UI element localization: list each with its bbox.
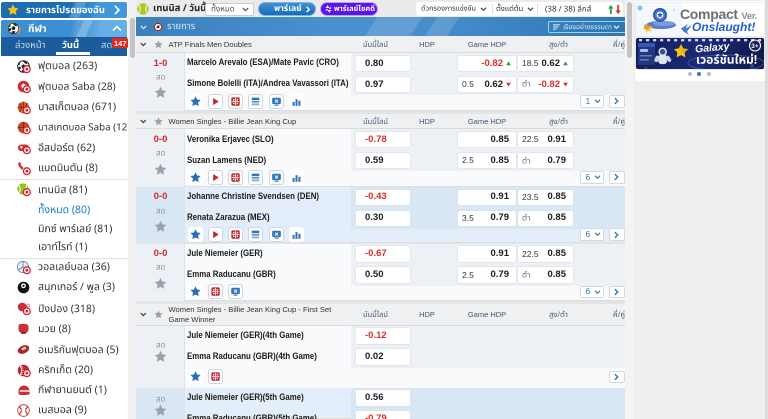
svg-text:3+: 3+ (751, 43, 759, 50)
